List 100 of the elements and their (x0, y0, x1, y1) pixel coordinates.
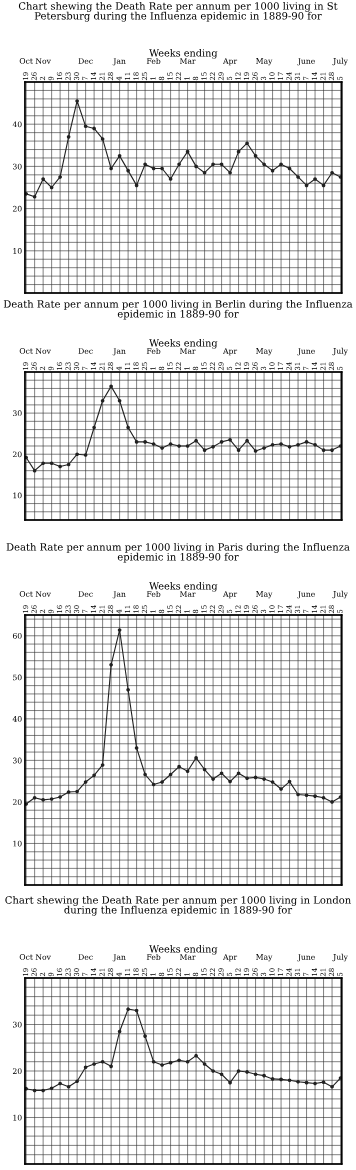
point (338, 795, 342, 799)
point (109, 384, 113, 389)
point (143, 162, 147, 167)
point (92, 425, 96, 430)
point (304, 1080, 309, 1085)
point (168, 177, 173, 181)
point (160, 1063, 164, 1067)
point (287, 445, 292, 449)
point (109, 663, 113, 667)
x2-axis-title: Weeks ending (149, 49, 218, 59)
point (304, 440, 309, 444)
point (321, 183, 326, 188)
point (134, 746, 139, 750)
point (330, 448, 334, 452)
point (66, 790, 71, 794)
point (279, 787, 283, 791)
line-series (24, 384, 342, 473)
point (49, 185, 54, 190)
point (168, 1060, 173, 1065)
point (253, 449, 258, 453)
point (32, 468, 37, 473)
point (262, 1073, 266, 1078)
point (279, 442, 283, 446)
point (304, 183, 309, 188)
point (245, 776, 249, 781)
point (151, 442, 156, 446)
point (66, 135, 71, 139)
point (177, 764, 181, 769)
point (330, 800, 334, 804)
point (100, 1059, 105, 1064)
point (92, 773, 96, 778)
point (236, 771, 241, 776)
point (75, 452, 79, 457)
point (194, 1053, 198, 1058)
chart-title: Death Rate per annum per 1000 living in Paris during the Influenza epidemic in 1889-90 for (6, 543, 350, 563)
point (313, 177, 317, 181)
point (134, 1008, 139, 1013)
point (313, 442, 317, 447)
point (228, 779, 232, 784)
point (168, 442, 173, 446)
point (202, 448, 207, 452)
point (109, 166, 113, 171)
point (126, 687, 130, 692)
point (100, 137, 105, 141)
point (75, 99, 79, 103)
point (321, 1080, 326, 1084)
point (211, 445, 215, 449)
point (41, 177, 45, 181)
point (287, 166, 292, 171)
point (83, 780, 88, 784)
point (168, 772, 173, 777)
x2-axis-title: Weeks ending (149, 582, 218, 592)
point (83, 124, 88, 129)
point (236, 1069, 241, 1073)
point (219, 1072, 224, 1077)
chart-title: Chart shewing the Death Rate per annum per 1000 living in St Petersburg during the Influenza epidemic in 1889-90 for (18, 2, 338, 22)
chart-title: Chart shewing the Death Rate per annum per 1000 living in London during the Influenza epidemic in 1889-90 for (5, 896, 351, 916)
point (58, 175, 62, 179)
chart-title: Death Rate per annum per 1000 living in Berlin during the Influenza epidemic in 1889-90 for (3, 300, 353, 320)
point (245, 1070, 249, 1074)
point (75, 789, 79, 794)
point (202, 1062, 207, 1066)
point (126, 168, 130, 173)
point (219, 162, 224, 167)
point (262, 162, 266, 167)
point (151, 1059, 156, 1064)
point (211, 777, 215, 781)
point (330, 170, 334, 175)
point (92, 126, 96, 131)
point (151, 782, 156, 787)
point (270, 168, 275, 173)
point (160, 780, 164, 784)
point (100, 398, 105, 403)
point (321, 448, 326, 452)
point (296, 1079, 300, 1084)
point (32, 795, 37, 800)
point (330, 1085, 334, 1089)
point (296, 442, 300, 447)
point (109, 1064, 113, 1069)
point (177, 1058, 181, 1063)
point (32, 194, 37, 199)
x2-axis-title: Weeks ending (149, 339, 218, 349)
point (262, 446, 266, 450)
point (270, 780, 275, 784)
point (270, 442, 275, 447)
point (92, 1062, 96, 1066)
point (185, 444, 190, 448)
point (83, 453, 88, 457)
point (253, 1072, 258, 1077)
point (321, 795, 326, 800)
point (296, 792, 300, 797)
point (245, 438, 249, 443)
point (49, 461, 54, 466)
point (219, 440, 224, 444)
point (32, 1088, 37, 1093)
point (304, 793, 309, 798)
point (160, 166, 164, 171)
point (211, 162, 215, 167)
point (279, 1077, 283, 1082)
point (117, 1029, 122, 1034)
